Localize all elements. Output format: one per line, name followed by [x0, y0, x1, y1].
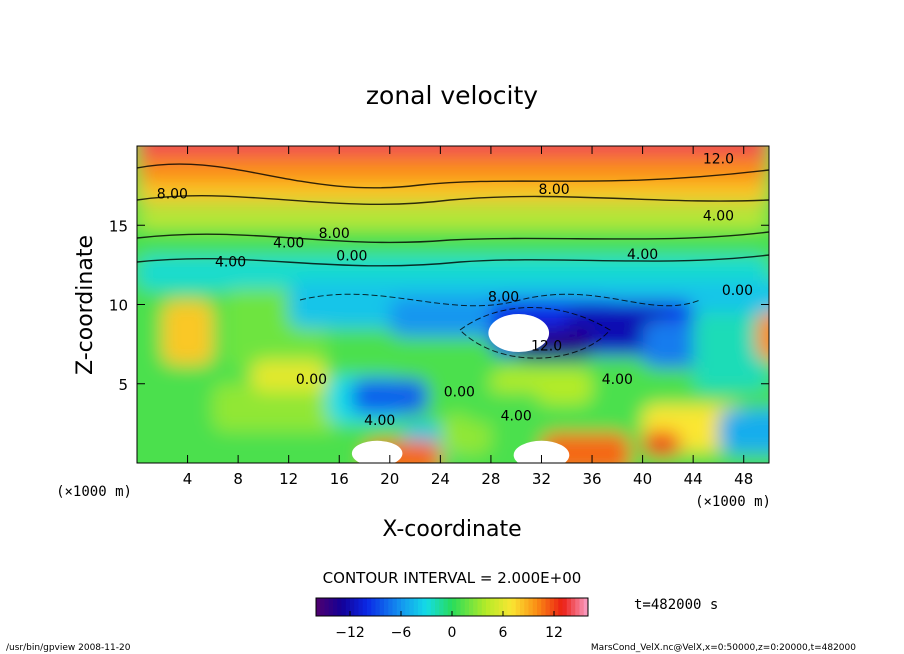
- contour-label: 4.00: [364, 413, 395, 429]
- contour-label: 4.00: [703, 209, 734, 225]
- contour-label: 4.00: [501, 408, 532, 424]
- colorbar-tick-label: 12: [545, 625, 563, 641]
- contour-label: 12.0: [531, 339, 562, 355]
- y-tick-label: 10: [109, 297, 128, 315]
- colorbar-tick-label: −12: [335, 625, 365, 641]
- x-tick-label: 36: [582, 470, 601, 488]
- y-axis-ticks: 5 10 15: [109, 217, 769, 394]
- contour-label: 8.00: [539, 182, 570, 198]
- contour-label: 4.00: [215, 255, 246, 271]
- contour-label: 4.00: [602, 372, 633, 388]
- y-tick-label: 15: [109, 217, 128, 235]
- x-tick-label: 16: [330, 470, 349, 488]
- velocity-field: [137, 146, 769, 463]
- x-tick-label: 44: [684, 470, 703, 488]
- y-tick-label: 5: [118, 376, 128, 394]
- contour-label: 4.00: [627, 247, 658, 263]
- contour-label: 12.0: [703, 152, 734, 168]
- colorbar-tick-labels: −12 −6 0 6 12: [335, 611, 563, 641]
- contour-label: 4.00: [273, 236, 304, 252]
- contour-label: 8.00: [319, 226, 350, 242]
- colorbar-tick-label: −6: [391, 625, 412, 641]
- contour-label: 8.00: [157, 187, 188, 203]
- contour-label: 8.00: [488, 290, 519, 306]
- x-tick-label: 40: [633, 470, 652, 488]
- chart-title: zonal velocity: [366, 81, 538, 110]
- contour-label: 0.00: [336, 248, 367, 264]
- x-tick-label: 24: [431, 470, 450, 488]
- x-axis-unit-label: (×1000 m): [695, 494, 771, 510]
- x-axis-label: X-coordinate: [382, 517, 521, 542]
- x-tick-label: 4: [183, 470, 193, 488]
- contour-label: 0.00: [444, 385, 475, 401]
- x-tick-label: 20: [380, 470, 399, 488]
- time-stamp-text: t=482000 s: [634, 597, 718, 613]
- contour-label: 0.00: [722, 283, 753, 299]
- x-tick-label: 48: [734, 470, 753, 488]
- x-axis-ticks: 4 8 12 16 20 24 28 32 36 40 44 48: [183, 146, 753, 488]
- contour-labels: 12.0 8.00 8.00 4.00 8.00 4.00 0.00 4.00 4.00 8.00…: [157, 152, 753, 430]
- colorbar: [315, 597, 589, 617]
- contour-label: 0.00: [296, 372, 327, 388]
- y-axis-label: Z-coordinate: [73, 235, 98, 375]
- contour-interval-text: CONTOUR INTERVAL = 2.000E+00: [323, 569, 582, 587]
- footer-right: MarsCond_VelX.nc@VelX,x=0:50000,z=0:2000…: [591, 643, 856, 653]
- x-tick-label: 8: [233, 470, 243, 488]
- x-tick-label: 32: [532, 470, 551, 488]
- footer-left: /usr/bin/gpview 2008-11-20: [6, 643, 131, 653]
- colorbar-tick-label: 6: [499, 625, 508, 641]
- y-axis-unit-label: (×1000 m): [56, 484, 132, 500]
- x-tick-label: 28: [481, 470, 500, 488]
- x-tick-label: 12: [279, 470, 298, 488]
- colorbar-tick-label: 0: [448, 625, 457, 641]
